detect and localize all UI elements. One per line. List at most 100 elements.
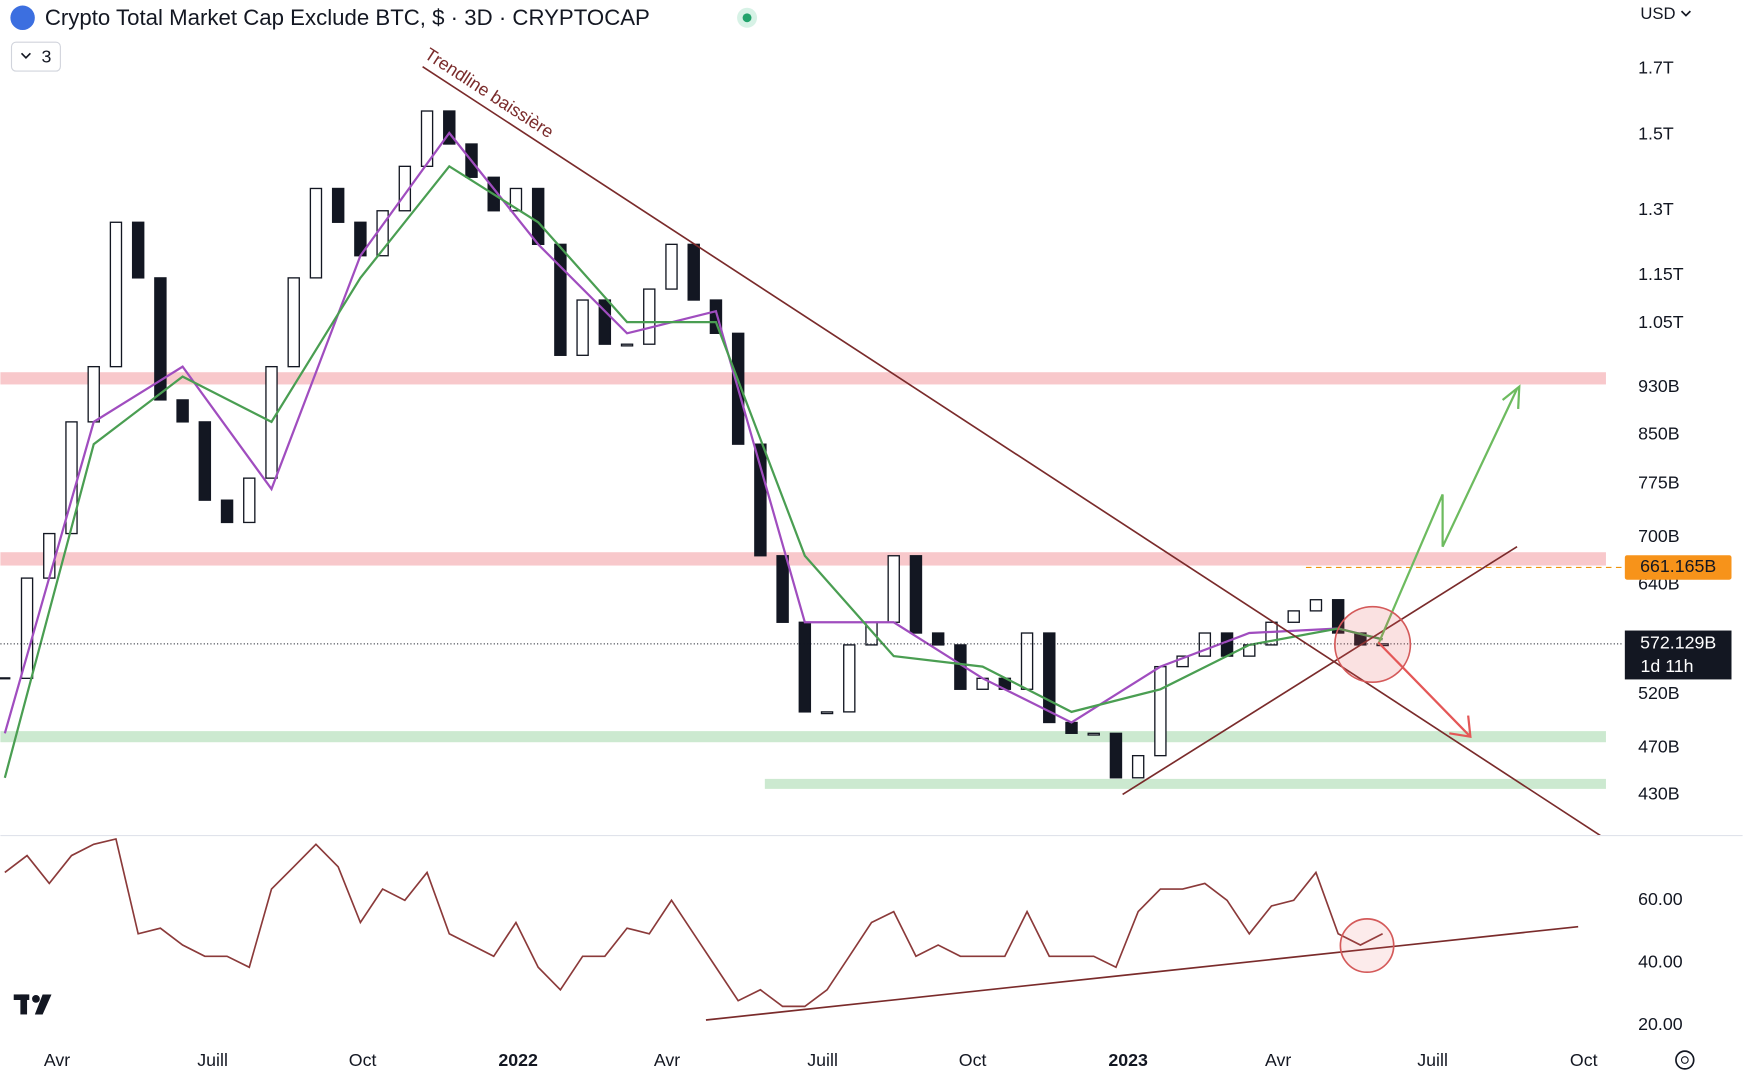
y-tick-label: 700B [1638,526,1680,546]
last-price-label: 572.129B [1640,633,1716,653]
candle [1198,632,1212,657]
y-tick-label: 40.00 [1638,952,1683,972]
candle [843,644,856,713]
candle [1020,632,1034,690]
candle [1043,632,1056,724]
x-tick-label: 2023 [1108,1050,1148,1070]
gear-center [1680,1056,1689,1064]
y-tick-label: 430B [1638,783,1680,803]
candle [331,187,345,223]
candle [776,555,789,623]
candle [420,110,434,167]
candle [1220,632,1234,657]
price-line-label: 661.165B [1640,556,1716,576]
candle [754,443,767,557]
highlight-circle [1334,605,1412,684]
candle [687,243,700,301]
candle [443,110,456,145]
chart-title: Crypto Total Market Cap Exclude BTC, $ ·… [45,5,650,30]
status-dot [742,13,752,23]
y-tick-label: 1.5T [1638,123,1674,143]
x-tick-label: Avr [1265,1050,1291,1070]
x-tick-label: Oct [1570,1050,1598,1070]
support-zone [764,778,1606,789]
last-price-box [1624,630,1732,680]
candle [620,343,634,347]
candle [131,221,145,279]
y-tick-label: 775B [1638,472,1680,492]
drawings [422,65,1601,1021]
price-line-box [1624,555,1732,580]
candle [820,711,834,715]
x-tick-label: Oct [349,1050,377,1070]
arrow-head [1449,715,1472,738]
x-tick-label: 2022 [498,1050,538,1070]
trendline [422,65,1601,837]
candle [309,187,323,279]
candle [198,421,212,501]
y-tick-label: 1.15T [1638,264,1684,284]
plot: 1.7T1.5T1.3T1.15T1.05T930B850B775B700B64… [0,57,1732,1070]
candle [1065,721,1078,734]
y-tick-label: 1.05T [1638,312,1684,332]
bull-arrow [1377,388,1519,645]
y-tick-label: 930B [1638,376,1680,396]
rsi-line [4,837,1383,1008]
candle [798,621,812,713]
rsi-trendline [705,925,1579,1021]
candle [1309,599,1323,612]
x-tick-label: Juill [197,1050,228,1070]
candle [531,187,545,246]
candle [665,243,678,290]
candle [909,555,923,634]
candle [709,299,723,334]
candle [220,499,234,524]
candle [1131,754,1145,779]
candle [887,555,900,623]
gear[interactable] [1675,1050,1695,1070]
candle [643,288,656,345]
tv-logo [13,994,52,1015]
moving-average [3,164,1383,779]
candle [287,277,300,368]
resistance-zone [0,552,1606,566]
y-tick-label: 20.00 [1638,1014,1683,1034]
y-tick-label: 60.00 [1638,889,1683,909]
x-tick-label: Avr [44,1050,70,1070]
logo-part [32,995,40,1003]
candle [1154,665,1167,757]
symbol-logo [10,5,35,30]
candle [1287,610,1300,623]
candle [243,477,256,524]
candle [931,632,945,646]
support-zone [0,731,1606,743]
zones [0,372,1606,789]
y-tick-label: 1.3T [1638,199,1674,219]
y-tick-label: 520B [1638,683,1680,703]
candle [154,277,167,401]
indicator-count: 3 [42,46,52,66]
candle [1087,732,1100,736]
logo-part [20,994,28,1015]
settings-icon[interactable] [1675,1050,1695,1070]
candle [576,299,589,356]
moving-average [3,131,1383,734]
candle [176,399,189,423]
candle [109,221,123,368]
chevron [20,52,31,59]
header: Crypto Total Market Cap Exclude BTC, $ ·… [10,4,1691,72]
y-tick-label: 850B [1638,423,1680,443]
x-tick-label: Juill [807,1050,838,1070]
indicator-toggle[interactable] [10,41,61,72]
candle [20,577,34,679]
currency[interactable]: USD [1640,4,1675,23]
highlight-circle [1339,918,1395,974]
y-tick-label: 1.7T [1638,57,1674,77]
candle [1331,599,1345,634]
candle [554,243,567,356]
x-tick-label: Oct [959,1050,987,1070]
candle [598,299,612,345]
countdown: 1d 11h [1641,656,1694,676]
